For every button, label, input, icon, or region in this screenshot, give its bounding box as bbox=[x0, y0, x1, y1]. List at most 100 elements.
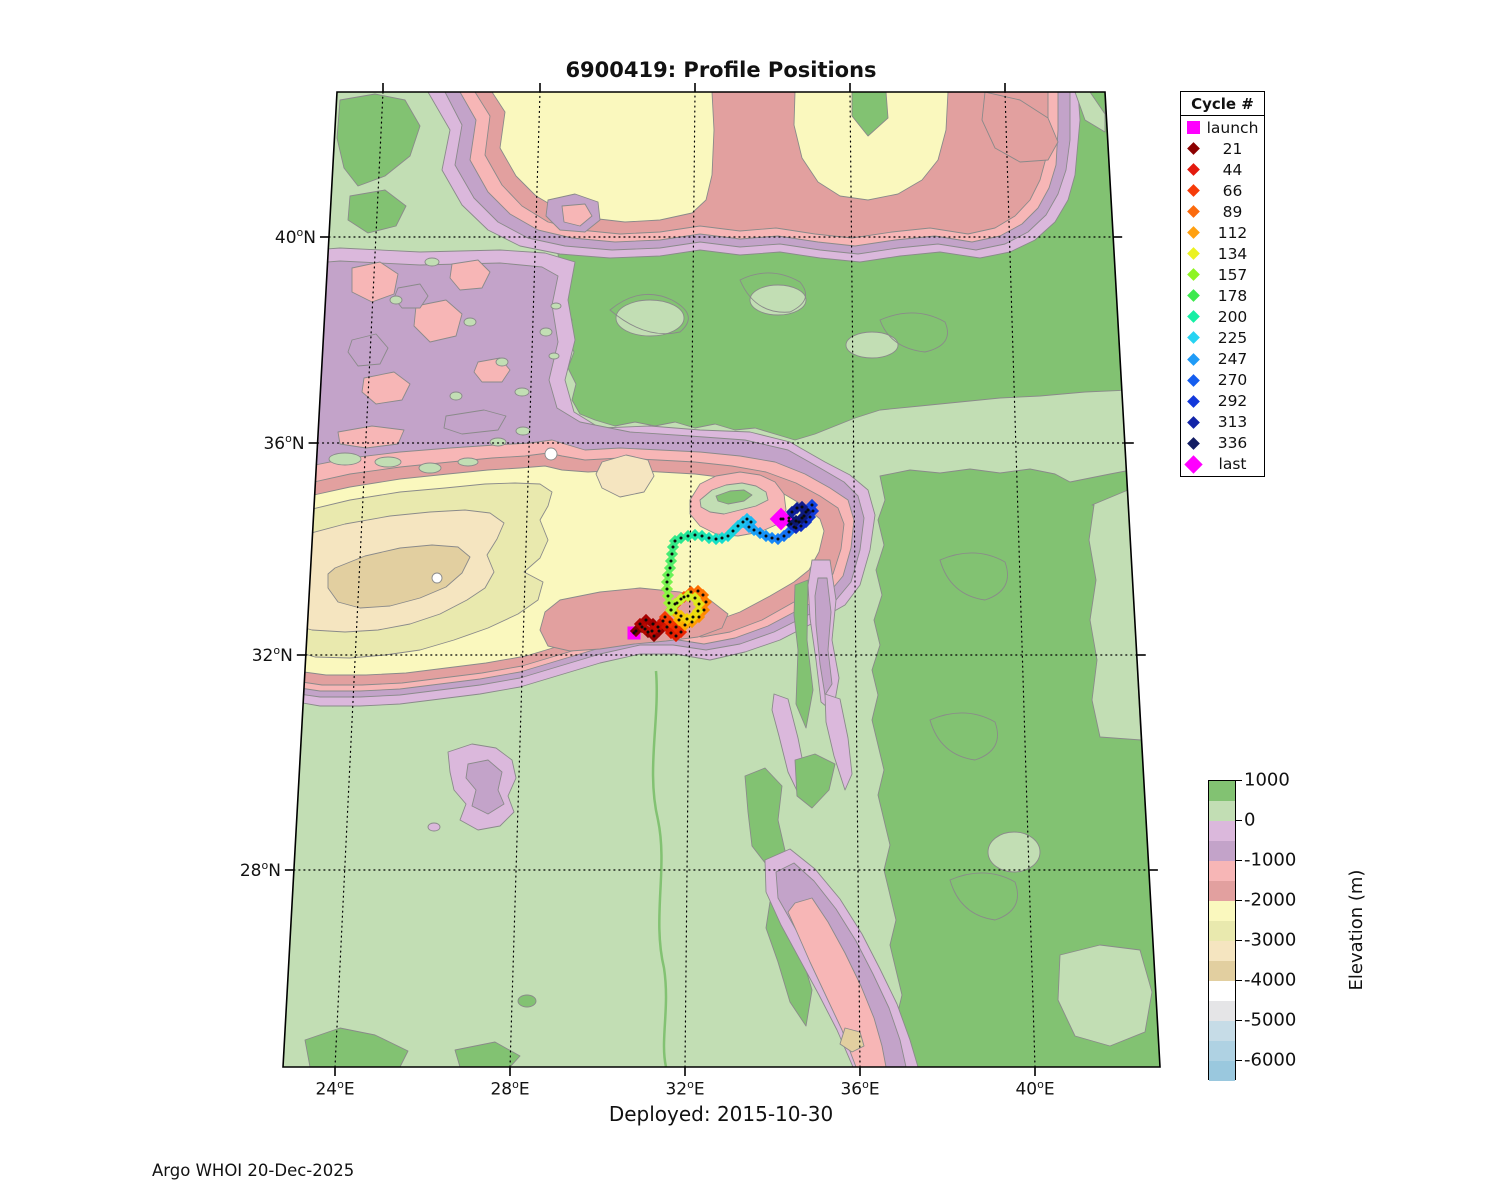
colorbar-tick bbox=[1236, 780, 1242, 782]
legend-marker-icon bbox=[1183, 121, 1203, 135]
colorbar-tick-label: -4000 bbox=[1244, 969, 1297, 991]
y-tick-label: 40oN bbox=[274, 226, 316, 248]
legend-entry-label: 292 bbox=[1217, 392, 1248, 411]
legend-marker-icon bbox=[1183, 394, 1203, 408]
legend-marker-icon bbox=[1183, 373, 1203, 387]
legend-entry: 112 bbox=[1183, 223, 1262, 243]
legend-marker-icon bbox=[1183, 289, 1203, 303]
legend-marker-icon bbox=[1183, 310, 1203, 324]
legend-entry-label: 200 bbox=[1217, 307, 1248, 326]
graticule bbox=[293, 91, 1150, 1068]
legend-entry: 134 bbox=[1183, 244, 1262, 264]
map-frame bbox=[282, 91, 1161, 1068]
colorbar-tick bbox=[1236, 1060, 1242, 1062]
y-tick-label: 32oN bbox=[251, 644, 293, 666]
colorbar-segment bbox=[1209, 941, 1235, 961]
legend-entry-label: 270 bbox=[1217, 371, 1248, 390]
elevation-colorbar bbox=[1208, 780, 1236, 1081]
colorbar-segment bbox=[1209, 1001, 1235, 1021]
colorbar-segment bbox=[1209, 961, 1235, 981]
contour-lines bbox=[609, 272, 1018, 921]
terrain-contours bbox=[283, 92, 1160, 1067]
legend-marker-icon bbox=[1183, 352, 1203, 366]
colorbar-segment bbox=[1209, 1021, 1235, 1041]
y-tick-label: 36oN bbox=[263, 432, 305, 454]
legend-entry-label: 336 bbox=[1217, 434, 1248, 453]
colorbar-segment bbox=[1209, 841, 1235, 861]
legend-entry-label: 178 bbox=[1217, 286, 1248, 305]
colorbar-tick-label: -2000 bbox=[1244, 889, 1297, 911]
legend-entry: 178 bbox=[1183, 286, 1262, 306]
legend-entry-label: 21 bbox=[1222, 139, 1243, 158]
legend-entry: 225 bbox=[1183, 328, 1262, 348]
colorbar-tick bbox=[1236, 820, 1242, 822]
colorbar-tick-labels: 1000 0 -1000 -2000 -3000 -4000 -5000 -6000 bbox=[1244, 770, 1314, 1080]
islands bbox=[328, 257, 562, 474]
colorbar-tick bbox=[1236, 860, 1242, 862]
colorbar-tick bbox=[1236, 980, 1242, 982]
legend-entry-label: 89 bbox=[1222, 202, 1243, 221]
legend-entry: 270 bbox=[1183, 370, 1262, 390]
legend-entry: 89 bbox=[1183, 202, 1262, 222]
colorbar-axis-label: Elevation (m) bbox=[1345, 869, 1367, 991]
colorbar-segment bbox=[1209, 861, 1235, 881]
legend-entry: 157 bbox=[1183, 265, 1262, 285]
legend-entry: 21 bbox=[1183, 139, 1262, 159]
legend-marker-icon bbox=[1183, 268, 1203, 282]
legend-entry-label: 112 bbox=[1217, 223, 1248, 242]
y-tick-label: 28oN bbox=[239, 859, 281, 881]
colorbar-segment bbox=[1209, 781, 1235, 801]
legend-entry: 336 bbox=[1183, 433, 1262, 453]
chart-title: 6900419: Profile Positions bbox=[565, 58, 877, 82]
legend-marker-icon bbox=[1183, 163, 1203, 176]
legend-marker-icon bbox=[1183, 184, 1203, 198]
legend-entry: 292 bbox=[1183, 391, 1262, 411]
legend-marker-icon bbox=[1183, 247, 1203, 261]
legend-entry-label: 225 bbox=[1217, 328, 1248, 347]
colorbar-tick-label: -1000 bbox=[1244, 849, 1297, 871]
legend-entry-label: last bbox=[1218, 455, 1247, 474]
legend-marker-icon bbox=[1183, 415, 1203, 429]
axis-tick-marks bbox=[284, 83, 1158, 1076]
colorbar-tick-label: 1000 bbox=[1244, 769, 1290, 791]
legend-marker-icon bbox=[1183, 205, 1203, 219]
colorbar-tick-label: -3000 bbox=[1244, 929, 1297, 951]
legend-entry: 200 bbox=[1183, 307, 1262, 327]
legend-entry-label: 44 bbox=[1222, 160, 1243, 179]
colorbar-segment bbox=[1209, 901, 1235, 921]
legend-marker-icon bbox=[1183, 226, 1203, 240]
legend-title: Cycle # bbox=[1181, 92, 1264, 116]
legend-entry-label: 134 bbox=[1217, 244, 1248, 263]
x-axis-label: Deployed: 2015-10-30 bbox=[608, 1102, 834, 1126]
colorbar-segment bbox=[1209, 821, 1235, 841]
colorbar-tick-label: -6000 bbox=[1244, 1049, 1297, 1071]
legend-entry-label: 247 bbox=[1217, 350, 1248, 369]
colorbar-segment bbox=[1209, 981, 1235, 1001]
legend-marker-icon bbox=[1183, 455, 1203, 474]
x-tick-label: 28oE bbox=[490, 1078, 530, 1100]
legend-entry-label: 157 bbox=[1217, 265, 1248, 284]
x-tick-label: 32oE bbox=[665, 1078, 705, 1100]
legend-marker-icon bbox=[1183, 331, 1203, 345]
legend-marker-icon bbox=[1183, 436, 1203, 450]
legend-entry-label: launch bbox=[1206, 118, 1259, 137]
colorbar-tick-label: -5000 bbox=[1244, 1009, 1297, 1031]
legend-entry: last bbox=[1183, 454, 1262, 474]
colorbar-tick bbox=[1236, 1020, 1242, 1022]
legend-marker-icon bbox=[1183, 142, 1203, 155]
legend-entry-label: 66 bbox=[1222, 181, 1243, 200]
legend-entry: 66 bbox=[1183, 181, 1262, 201]
legend-entry: 44 bbox=[1183, 160, 1262, 180]
colorbar-segment bbox=[1209, 921, 1235, 941]
legend-entry: launch bbox=[1183, 118, 1262, 138]
colorbar-segment bbox=[1209, 1041, 1235, 1061]
cycle-legend: Cycle # launch 21 44 66 89 112 134 157 178 200 225… bbox=[1180, 91, 1265, 477]
colorbar-tick-label: 0 bbox=[1244, 809, 1256, 831]
x-tick-label: 36oE bbox=[840, 1078, 880, 1100]
legend-entry-label: 313 bbox=[1217, 413, 1248, 432]
x-tick-label: 24oE bbox=[315, 1078, 355, 1100]
colorbar-segment bbox=[1209, 801, 1235, 821]
colorbar-segment bbox=[1209, 1061, 1235, 1081]
